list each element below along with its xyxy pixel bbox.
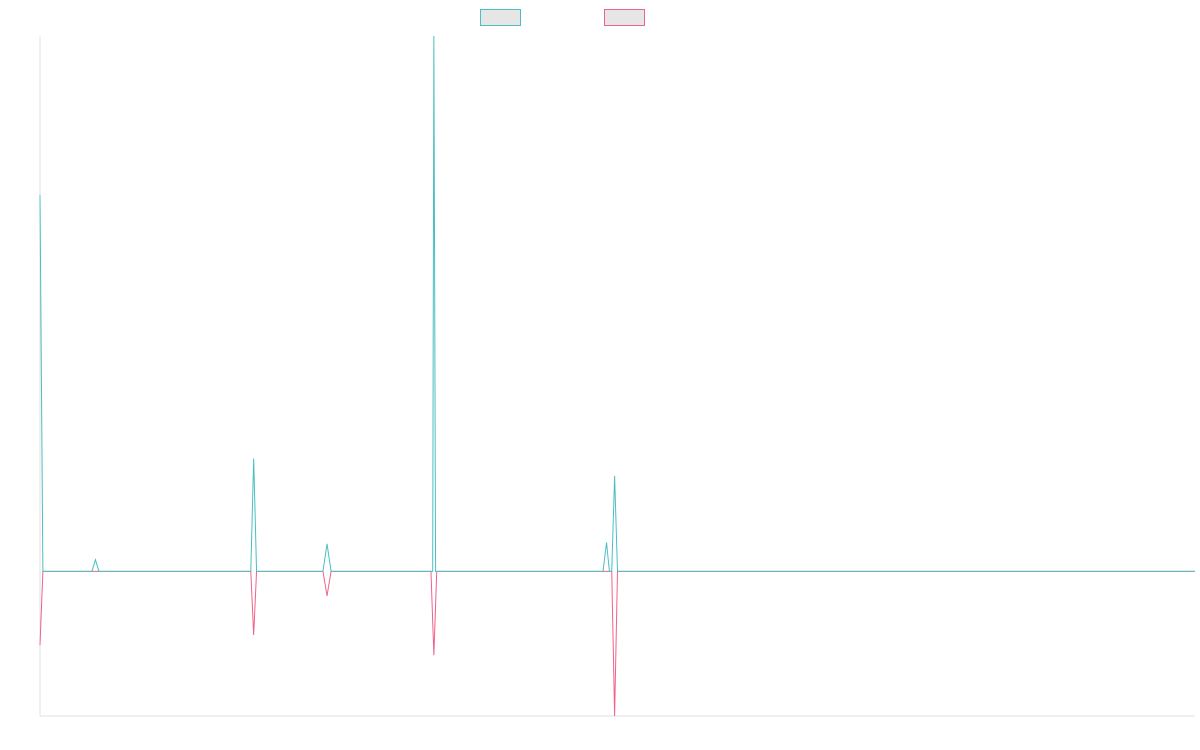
series-layer bbox=[39, 35, 1195, 717]
legend-swatch-2[interactable] bbox=[604, 9, 645, 26]
series-line-2 bbox=[39, 570, 1195, 717]
legend-swatch-1[interactable] bbox=[480, 9, 521, 26]
axes bbox=[39, 36, 1195, 717]
legend bbox=[480, 9, 645, 26]
series-line-1 bbox=[39, 35, 1195, 572]
